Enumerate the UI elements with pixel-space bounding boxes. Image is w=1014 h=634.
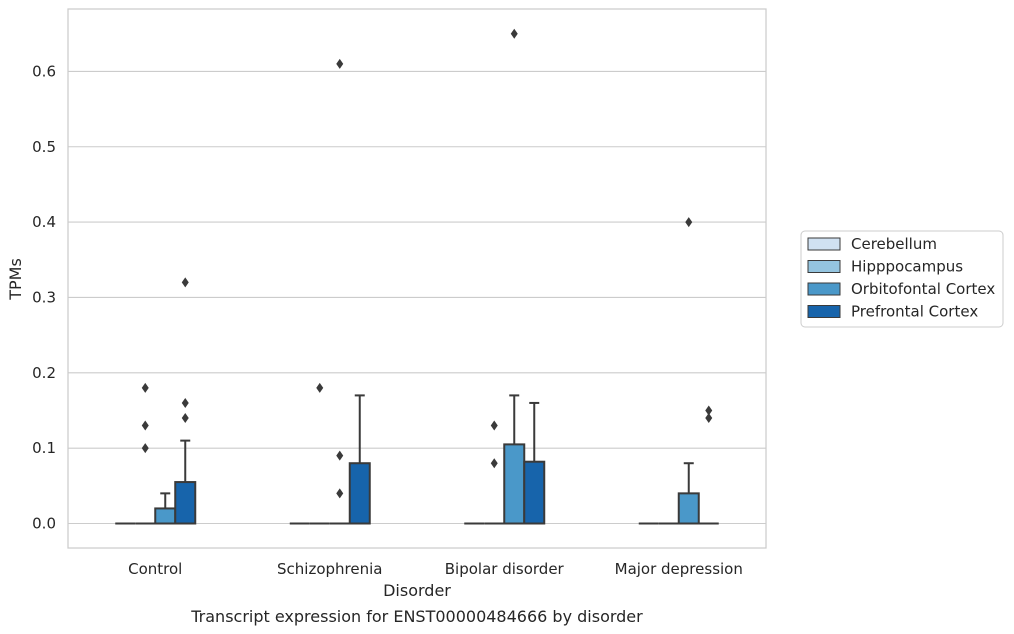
outlier-point xyxy=(181,277,189,288)
grid-lines xyxy=(68,70,766,525)
legend-swatch xyxy=(807,260,841,273)
legend-label: Orbitofontal Cortex xyxy=(851,280,995,298)
legend-label: Prefrontal Cortex xyxy=(851,303,978,321)
y-tick-label: 0.1 xyxy=(32,439,56,457)
x-tick-label: Schizophrenia xyxy=(277,560,382,578)
outlier-point xyxy=(705,405,713,416)
y-tick-label: 0.0 xyxy=(32,515,56,533)
x-tick-label: Major depression xyxy=(615,560,743,578)
outlier-point xyxy=(181,413,189,424)
legend-swatch xyxy=(807,237,841,251)
box-elements xyxy=(115,28,719,525)
y-tick-label: 0.6 xyxy=(32,62,56,80)
y-tick-label: 0.3 xyxy=(32,288,56,306)
box-body xyxy=(677,492,700,525)
outlier-point xyxy=(336,58,344,69)
outlier-point xyxy=(705,413,713,424)
chart-caption: Transcript expression for ENST0000048466… xyxy=(190,607,643,626)
legend-swatch xyxy=(807,305,841,318)
y-tick-label: 0.5 xyxy=(32,138,56,156)
box-body xyxy=(503,443,526,525)
y-tick-label: 0.2 xyxy=(32,364,56,382)
legend-label: Hipppocampus xyxy=(851,258,963,276)
legend-label: Cerebellum xyxy=(851,235,937,253)
box-body xyxy=(174,481,197,525)
y-tick-label: 0.4 xyxy=(32,213,56,231)
outlier-point xyxy=(490,458,498,469)
x-tick-label: Control xyxy=(128,560,182,578)
y-axis-label: TPMs xyxy=(6,258,25,301)
outlier-point xyxy=(181,397,189,408)
outlier-point xyxy=(141,443,149,454)
x-axis-label: Disorder xyxy=(383,581,451,600)
legend-frame xyxy=(800,230,1004,328)
box-body xyxy=(348,462,371,525)
outlier-point xyxy=(336,488,344,499)
box-body xyxy=(154,507,177,525)
x-tick-label: Bipolar disorder xyxy=(445,560,565,578)
outlier-point xyxy=(685,217,693,228)
x-tick-labels: Control Schizophrenia Bipolar disorder Majo… xyxy=(128,560,743,578)
y-tick-labels: 0.0 0.1 0.2 0.3 0.4 0.5 0.6 xyxy=(32,62,56,532)
plot-frame xyxy=(67,8,767,549)
box-body xyxy=(523,460,546,525)
legend-swatch xyxy=(807,282,841,296)
legend: Cerebellum Hipppocampus Orbitofontal Corte… xyxy=(800,230,1004,328)
outlier-point xyxy=(141,382,149,393)
outlier-point xyxy=(316,382,324,393)
outlier-point xyxy=(510,28,518,39)
outlier-point xyxy=(336,450,344,461)
outlier-point xyxy=(141,420,149,431)
outlier-point xyxy=(490,420,498,431)
